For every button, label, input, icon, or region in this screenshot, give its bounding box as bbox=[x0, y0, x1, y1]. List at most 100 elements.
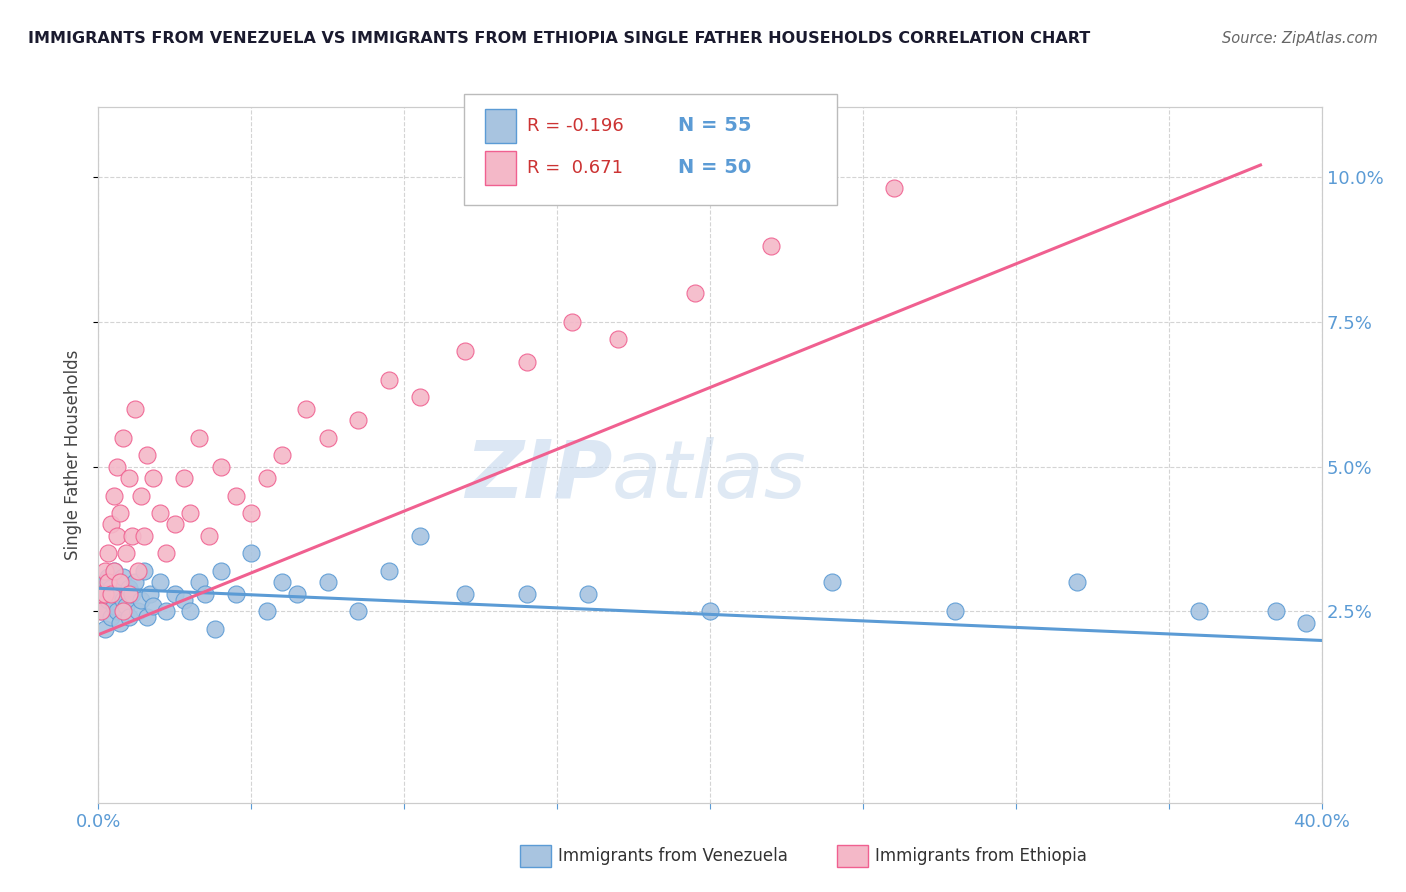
Point bbox=[139, 587, 162, 601]
Point bbox=[118, 587, 141, 601]
Point bbox=[105, 605, 128, 619]
Point bbox=[108, 506, 131, 520]
Point bbox=[100, 517, 122, 532]
Point bbox=[97, 570, 120, 584]
Point bbox=[121, 529, 143, 543]
Point bbox=[270, 448, 292, 462]
Point bbox=[115, 546, 138, 561]
Point bbox=[759, 239, 782, 253]
Point bbox=[97, 592, 120, 607]
Point bbox=[204, 622, 226, 636]
Point bbox=[1264, 605, 1286, 619]
Point bbox=[129, 592, 152, 607]
Point bbox=[378, 373, 401, 387]
Point bbox=[607, 332, 630, 346]
Point bbox=[225, 489, 247, 503]
Point bbox=[93, 575, 115, 590]
Point bbox=[149, 506, 172, 520]
Point bbox=[97, 546, 120, 561]
Point bbox=[163, 587, 186, 601]
Point bbox=[127, 564, 149, 578]
Point bbox=[454, 343, 477, 358]
Point bbox=[1295, 615, 1317, 630]
Point bbox=[105, 459, 128, 474]
Point bbox=[209, 459, 232, 474]
Point bbox=[197, 529, 219, 543]
Point bbox=[179, 506, 201, 520]
Point bbox=[316, 575, 339, 590]
Point bbox=[90, 587, 112, 601]
Text: N = 55: N = 55 bbox=[678, 116, 751, 136]
Point bbox=[209, 564, 232, 578]
Point bbox=[943, 605, 966, 619]
Point bbox=[124, 401, 146, 416]
Point bbox=[316, 431, 339, 445]
Point bbox=[270, 575, 292, 590]
Point bbox=[115, 599, 138, 613]
Point bbox=[295, 401, 318, 416]
Point bbox=[121, 587, 143, 601]
Point bbox=[821, 575, 844, 590]
Point bbox=[118, 610, 141, 624]
Point bbox=[136, 610, 159, 624]
Point bbox=[163, 517, 186, 532]
Point bbox=[118, 582, 141, 596]
Point bbox=[408, 390, 430, 404]
Point bbox=[256, 605, 278, 619]
Point bbox=[108, 615, 131, 630]
Point bbox=[683, 285, 706, 300]
Point bbox=[173, 471, 195, 485]
Point bbox=[188, 575, 211, 590]
Point bbox=[124, 575, 146, 590]
Point bbox=[516, 355, 538, 369]
Point bbox=[134, 564, 156, 578]
Point bbox=[103, 599, 125, 613]
Point bbox=[883, 181, 905, 195]
Point bbox=[97, 575, 120, 590]
Point bbox=[111, 605, 134, 619]
Point bbox=[155, 546, 177, 561]
Text: R =  0.671: R = 0.671 bbox=[527, 159, 623, 177]
Point bbox=[347, 413, 370, 427]
Point bbox=[285, 587, 308, 601]
Text: R = -0.196: R = -0.196 bbox=[527, 117, 624, 135]
Point bbox=[103, 489, 125, 503]
Point bbox=[142, 599, 165, 613]
Point bbox=[576, 587, 599, 601]
Point bbox=[100, 610, 122, 624]
Point bbox=[454, 587, 477, 601]
Point bbox=[90, 605, 112, 619]
Text: ZIP: ZIP bbox=[465, 437, 612, 515]
Point bbox=[149, 575, 172, 590]
Point bbox=[129, 489, 152, 503]
Point bbox=[225, 587, 247, 601]
Point bbox=[408, 529, 430, 543]
Point bbox=[155, 605, 177, 619]
Point bbox=[90, 605, 112, 619]
Point bbox=[136, 448, 159, 462]
Point bbox=[93, 564, 115, 578]
Point bbox=[105, 529, 128, 543]
Point bbox=[347, 605, 370, 619]
Point bbox=[134, 529, 156, 543]
Text: N = 50: N = 50 bbox=[678, 158, 751, 178]
Text: Immigrants from Venezuela: Immigrants from Venezuela bbox=[558, 847, 787, 865]
Point bbox=[111, 570, 134, 584]
Point bbox=[179, 605, 201, 619]
Point bbox=[1066, 575, 1088, 590]
Point bbox=[93, 622, 115, 636]
Point bbox=[90, 587, 112, 601]
Point bbox=[111, 592, 134, 607]
Point bbox=[378, 564, 401, 578]
Point bbox=[516, 587, 538, 601]
Point bbox=[100, 582, 122, 596]
Point bbox=[103, 564, 125, 578]
Text: Source: ZipAtlas.com: Source: ZipAtlas.com bbox=[1222, 31, 1378, 46]
Point bbox=[142, 471, 165, 485]
Point bbox=[127, 605, 149, 619]
Point bbox=[108, 575, 131, 590]
Point bbox=[100, 587, 122, 601]
Point bbox=[173, 592, 195, 607]
Point bbox=[108, 575, 131, 590]
Point bbox=[240, 506, 263, 520]
